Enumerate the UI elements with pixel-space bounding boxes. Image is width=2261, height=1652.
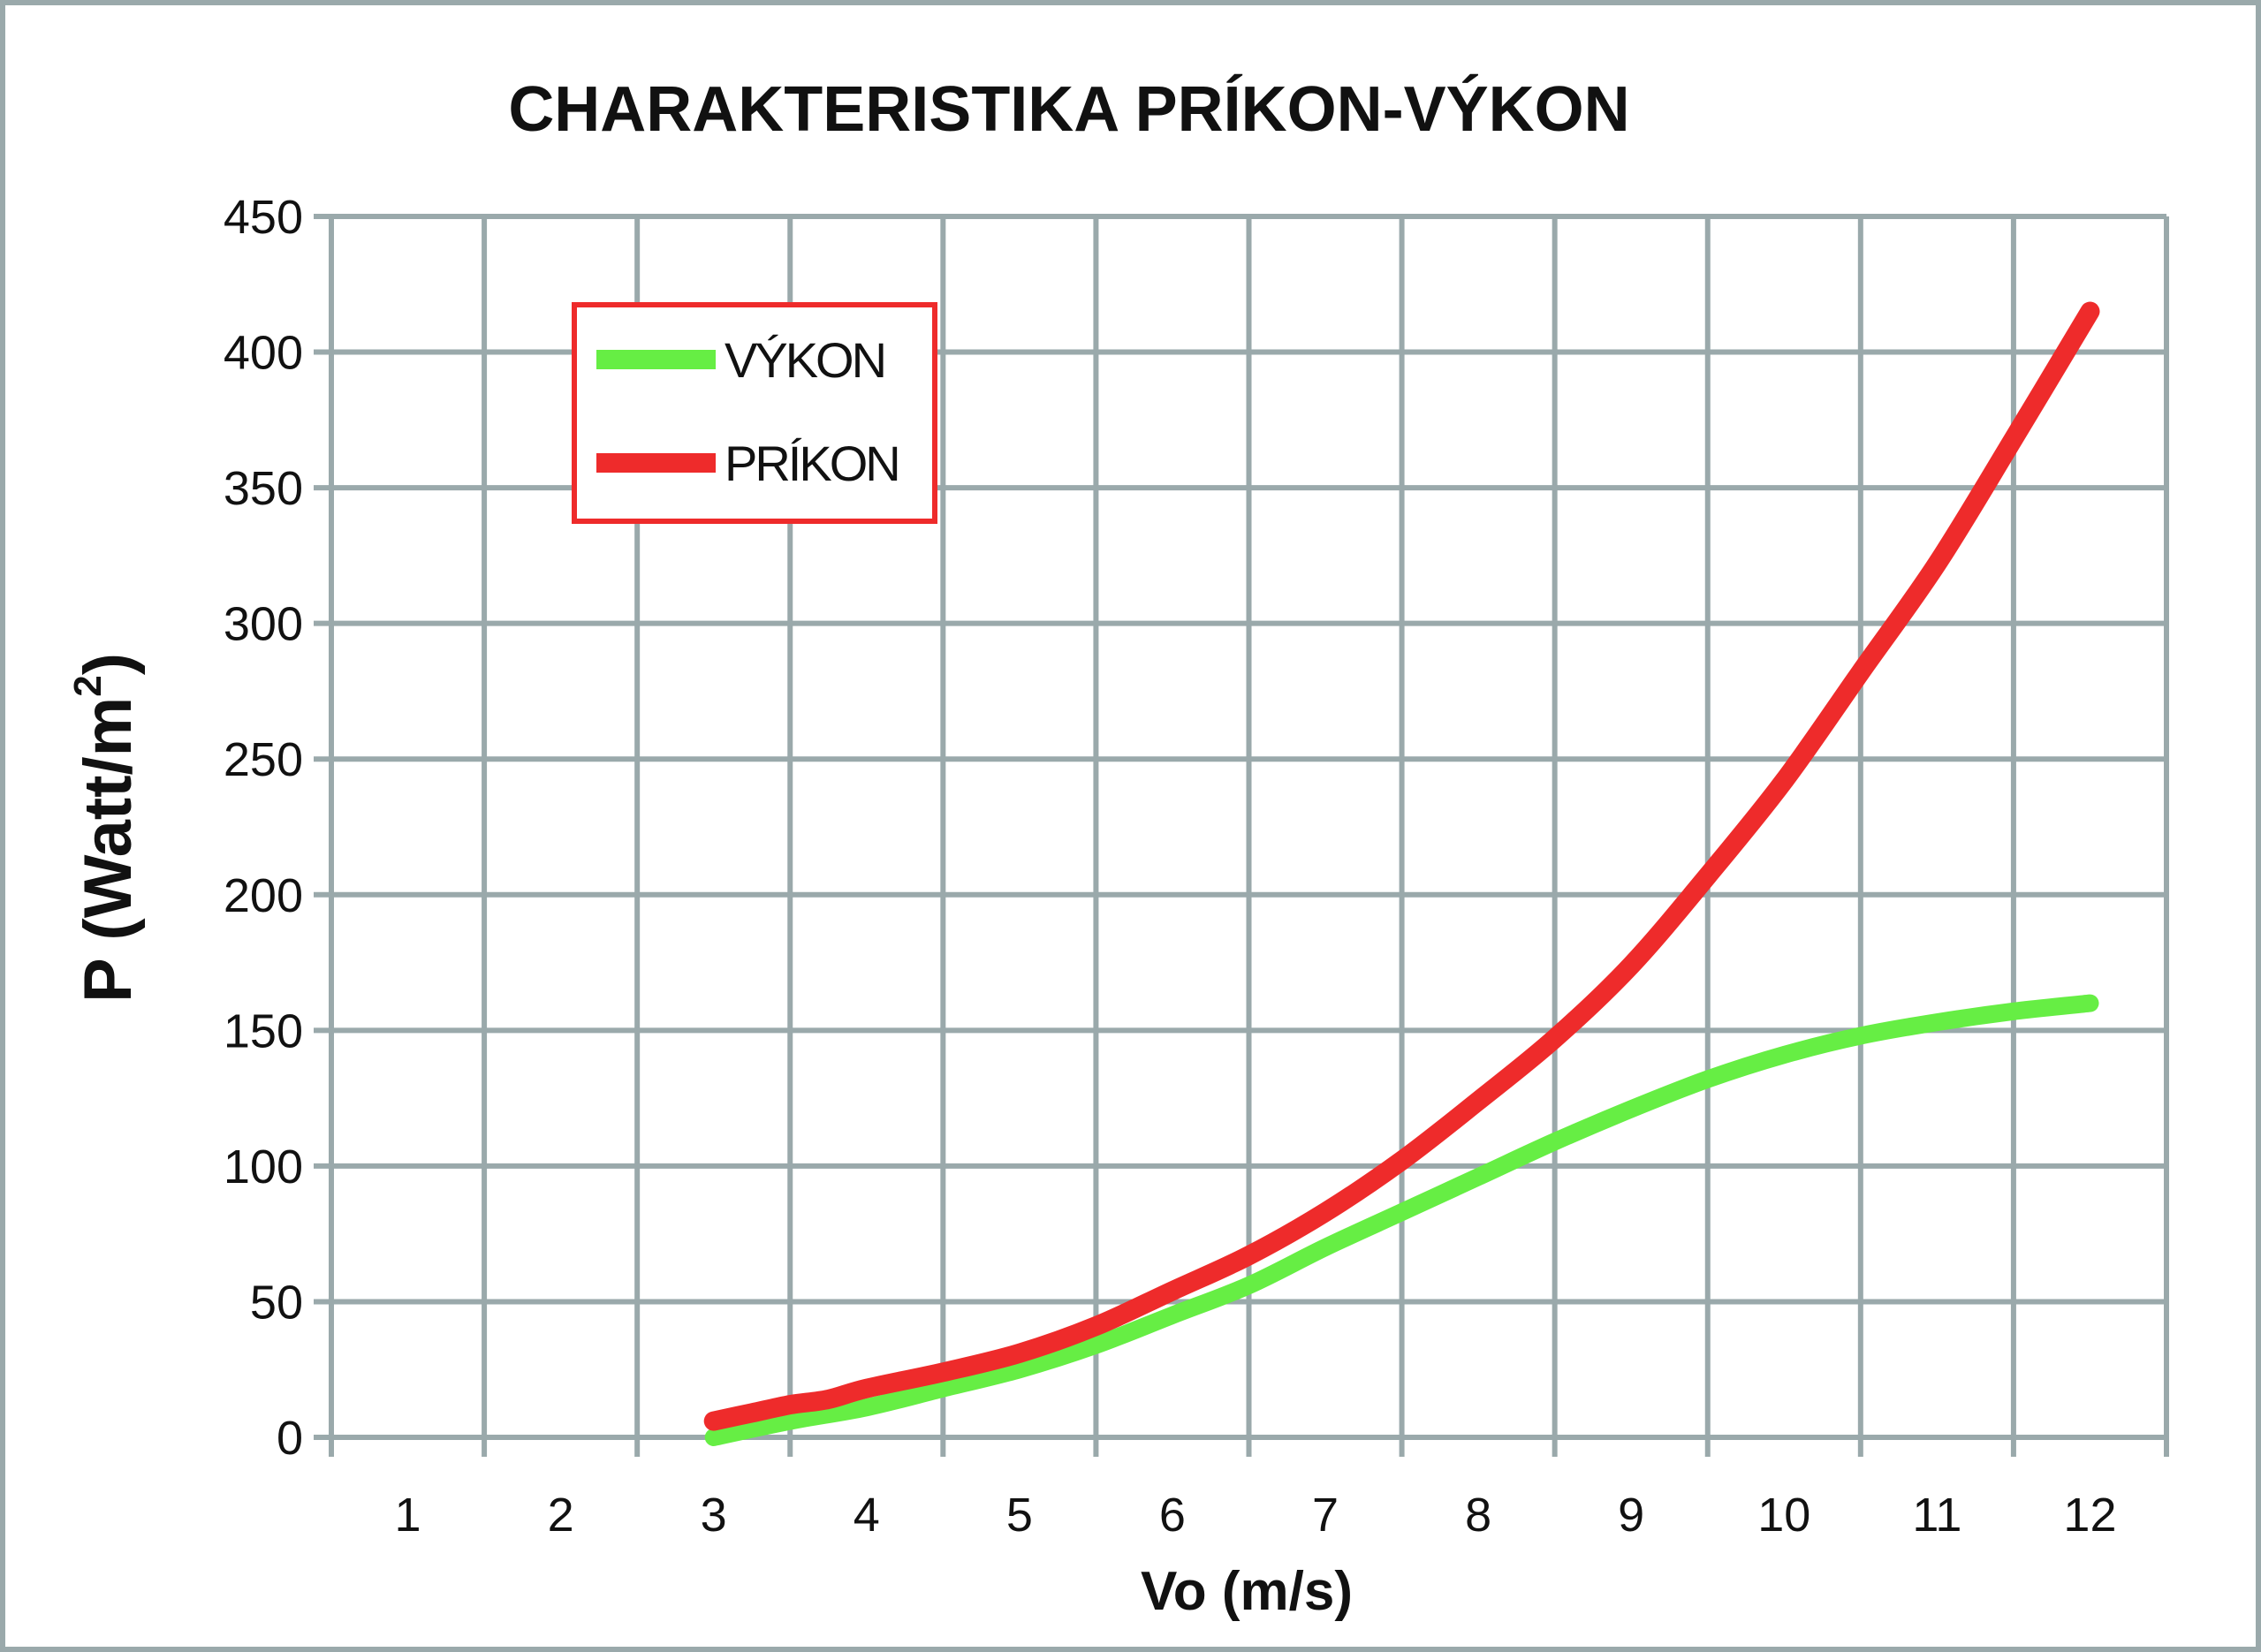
y-axis-ticks: 0 50 100 150 200 250 300 350 400 450 — [224, 191, 303, 1465]
y-axis-title-sup: 2 — [66, 675, 110, 696]
legend: VÝKON PRÍKON — [572, 302, 937, 524]
y-tick-label: 50 — [250, 1276, 303, 1329]
y-axis-title-close: ) — [71, 653, 146, 675]
y-tick-label: 0 — [277, 1412, 303, 1465]
y-tick-label: 100 — [224, 1140, 303, 1194]
x-tick-label: 11 — [1912, 1489, 1961, 1542]
series-lines — [703, 301, 2100, 1446]
x-tick-label: 6 — [1159, 1489, 1186, 1542]
series-line-vykon — [704, 994, 2099, 1446]
chart-title: CHARAKTERISTIKA PRÍKON-VÝKON — [508, 73, 1629, 145]
y-tick-label: 450 — [224, 191, 303, 244]
x-tick-label: 4 — [854, 1489, 880, 1542]
y-axis-title-main: P (Watt/m — [71, 697, 146, 1003]
x-tick-label: 1 — [395, 1489, 421, 1542]
x-axis-title: Vo (m/s) — [1141, 1561, 1353, 1622]
x-tick-label: 3 — [701, 1489, 727, 1542]
y-tick-label: 200 — [224, 869, 303, 922]
x-tick-label: 10 — [1757, 1489, 1810, 1542]
x-tick-label: 5 — [1006, 1489, 1033, 1542]
x-tick-label: 12 — [2063, 1489, 2116, 1542]
y-tick-label: 250 — [224, 733, 303, 786]
legend-label-vykon: VÝKON — [725, 332, 884, 388]
x-tick-label: 2 — [548, 1489, 574, 1542]
x-axis-ticks: 1 2 3 4 5 6 7 8 9 10 11 12 — [395, 1489, 2117, 1542]
y-tick-label: 150 — [224, 1004, 303, 1057]
legend-box — [572, 302, 937, 524]
y-axis-title: P (Watt/m2) — [66, 653, 146, 1003]
x-tick-label: 8 — [1465, 1489, 1491, 1542]
y-tick-label: 400 — [224, 327, 303, 380]
x-tick-label: 7 — [1312, 1489, 1339, 1542]
x-tick-label: 9 — [1618, 1489, 1644, 1542]
series-line-prikon — [703, 301, 2100, 1431]
y-tick-label: 350 — [224, 462, 303, 515]
legend-label-prikon: PRÍKON — [725, 436, 899, 491]
y-tick-label: 300 — [224, 598, 303, 651]
